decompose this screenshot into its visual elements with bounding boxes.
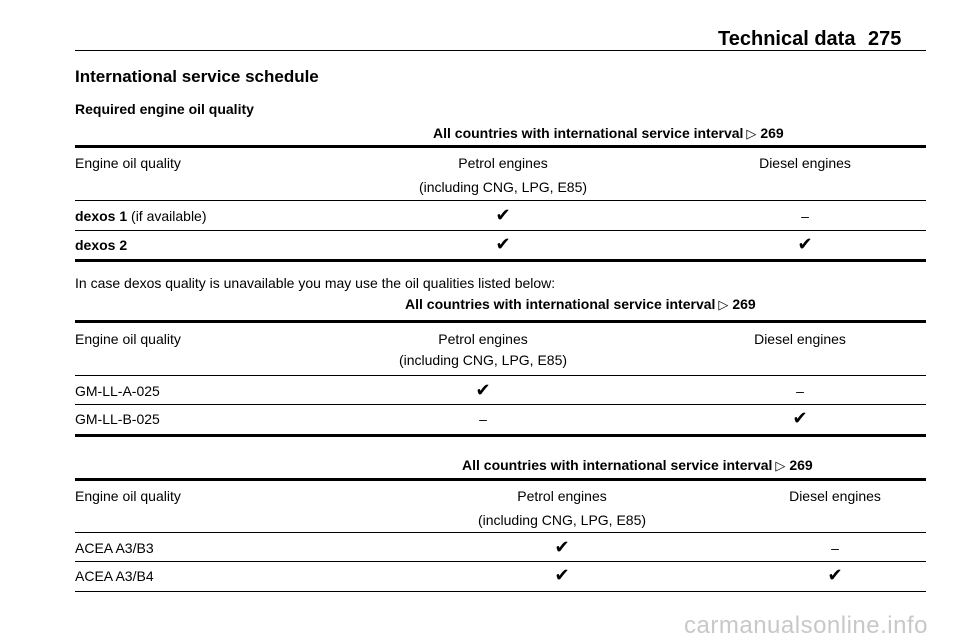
page-ref-arrow-icon: ▷	[718, 297, 729, 312]
check-icon: ✔	[554, 537, 570, 557]
section-heading: International service schedule	[75, 67, 319, 86]
header-rule	[75, 200, 926, 201]
table-row-label: GM-LL-A-025	[75, 383, 160, 399]
table-row-label: GM-LL-B-025	[75, 411, 160, 427]
table-row-label: dexos 2	[75, 237, 128, 253]
table-top-rule	[75, 478, 926, 481]
dash-cell: –	[801, 208, 809, 224]
check-icon: ✔	[495, 205, 511, 225]
row-rule	[75, 230, 926, 231]
column-header-oil-quality: Engine oil quality	[75, 331, 181, 347]
column-header-petrol: Petrol engines	[458, 155, 548, 171]
table-caption: All countries with international service…	[433, 125, 784, 141]
table-row-label: ACEA A3/B3	[75, 540, 154, 556]
page-ref-arrow-icon: ▷	[746, 126, 757, 141]
table-caption: All countries with international service…	[405, 296, 756, 312]
header-rule	[75, 532, 926, 533]
table-top-rule	[75, 320, 926, 323]
check-icon: ✔	[475, 380, 491, 400]
check-icon: ✔	[495, 234, 511, 254]
page-ref[interactable]: 269	[789, 457, 813, 473]
table-caption: All countries with international service…	[462, 457, 813, 473]
header-rule	[75, 375, 926, 376]
check-icon: ✔	[797, 234, 813, 254]
table-row-label: dexos 1 (if available)	[75, 208, 207, 224]
table-bottom-rule	[75, 434, 926, 437]
oil-quality-table-gm: All countries with international service…	[75, 296, 926, 437]
table-top-rule	[75, 145, 926, 148]
column-header-oil-quality: Engine oil quality	[75, 155, 181, 171]
running-header-title: Technical data	[718, 28, 856, 50]
oil-quality-table-dexos: All countries with international service…	[75, 125, 926, 262]
column-header-petrol-note: (including CNG, LPG, E85)	[477, 512, 647, 528]
check-icon: ✔	[554, 565, 570, 585]
header-rule	[75, 50, 926, 51]
page-ref[interactable]: 269	[732, 296, 756, 312]
page-number: 275	[868, 28, 902, 50]
column-header-diesel: Diesel engines	[789, 488, 881, 504]
page-ref[interactable]: 269	[760, 125, 784, 141]
table-bottom-rule	[75, 591, 926, 592]
column-header-petrol: Petrol engines	[517, 488, 607, 504]
column-header-diesel: Diesel engines	[759, 155, 851, 171]
subsection-heading: Required engine oil quality	[75, 101, 254, 117]
check-icon: ✔	[792, 408, 808, 428]
column-header-oil-quality: Engine oil quality	[75, 488, 181, 504]
watermark: carmanualsonline.info	[684, 612, 928, 639]
page-ref-arrow-icon: ▷	[775, 458, 786, 473]
dash-cell: –	[831, 540, 839, 556]
row-rule	[75, 404, 926, 405]
dash-cell: –	[479, 411, 487, 427]
table-bottom-rule	[75, 259, 926, 262]
oil-quality-table-acea: All countries with international service…	[75, 457, 926, 597]
column-header-petrol-note: (including CNG, LPG, E85)	[398, 352, 568, 368]
row-rule	[75, 561, 926, 562]
dash-cell: –	[796, 383, 804, 399]
table-row-label: ACEA A3/B4	[75, 568, 154, 584]
column-header-petrol: Petrol engines	[438, 331, 528, 347]
column-header-diesel: Diesel engines	[754, 331, 846, 347]
check-icon: ✔	[827, 565, 843, 585]
column-header-petrol-note: (including CNG, LPG, E85)	[418, 179, 588, 195]
intro-paragraph: In case dexos quality is unavailable you…	[75, 275, 556, 291]
